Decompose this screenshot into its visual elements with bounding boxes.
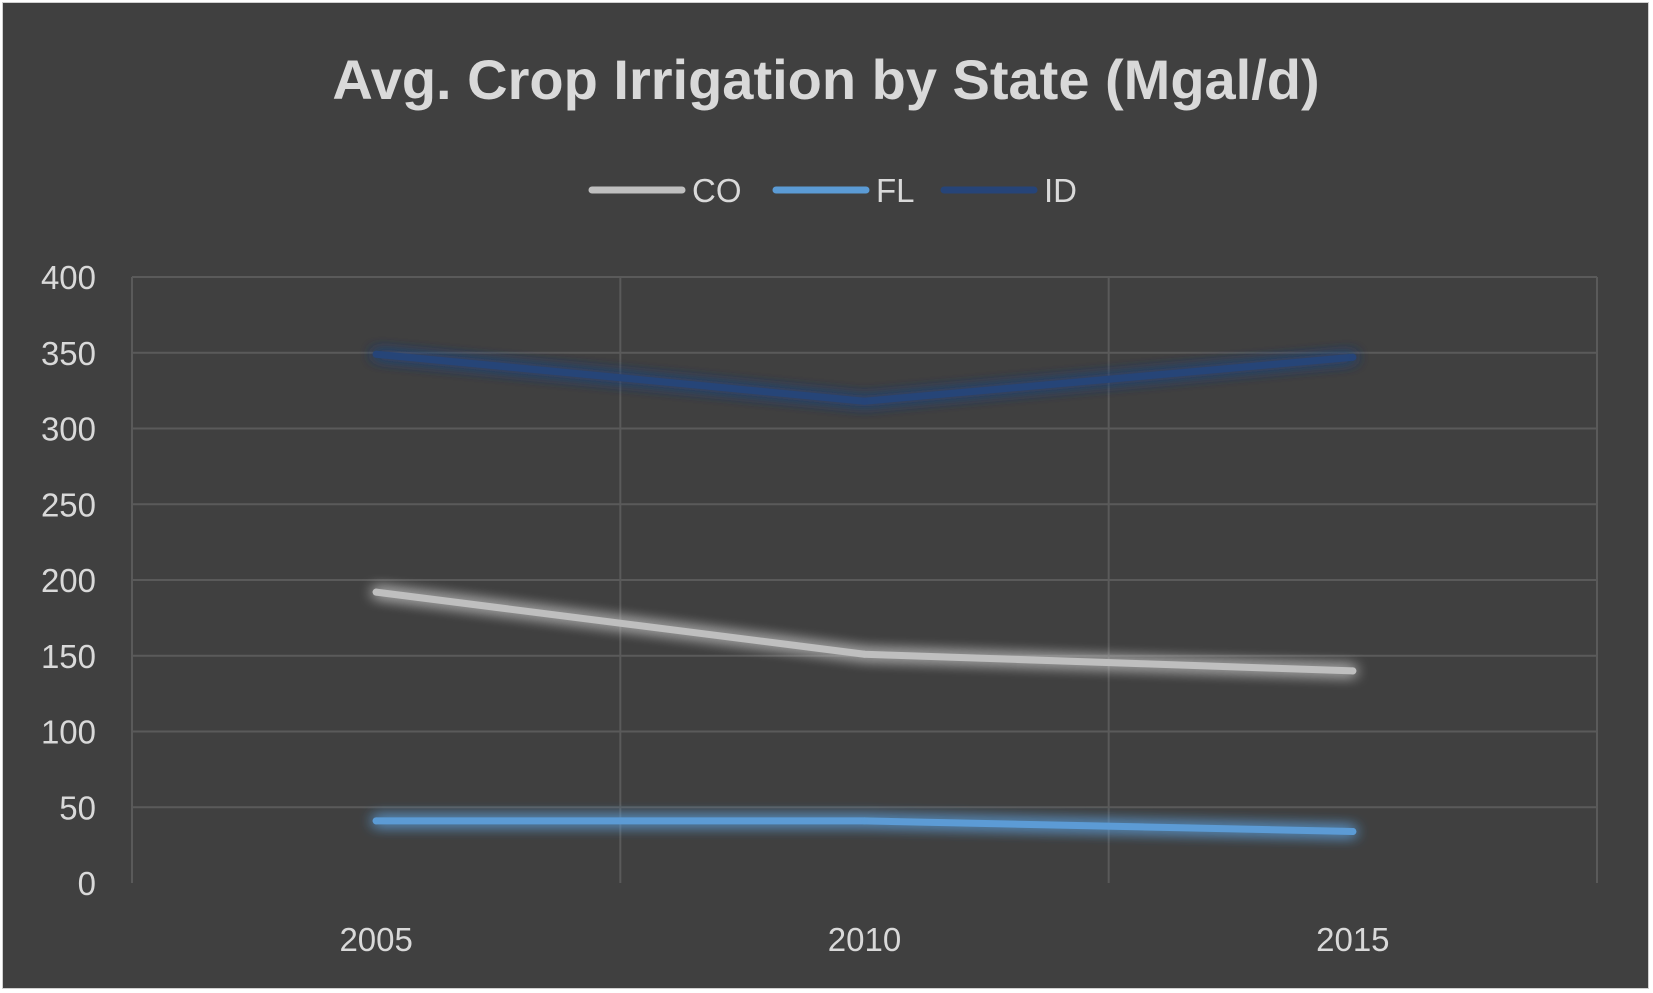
- legend-label-id: ID: [1044, 172, 1077, 209]
- y-tick-label: 300: [41, 411, 96, 448]
- y-tick-label: 200: [41, 562, 96, 599]
- legend-label-fl: FL: [876, 172, 915, 209]
- y-tick-label: 50: [59, 789, 96, 826]
- y-tick-label: 150: [41, 638, 96, 675]
- line-chart: Avg. Crop Irrigation by State (Mgal/d) C…: [41, 48, 1598, 958]
- legend: CO FL ID: [588, 172, 1077, 209]
- data-point-id: [861, 397, 868, 405]
- data-point-id: [372, 350, 380, 358]
- x-tick-label: 2005: [339, 921, 412, 958]
- data-point-fl: [1349, 827, 1357, 835]
- data-point-fl: [861, 817, 868, 825]
- data-point-fl: [372, 817, 380, 825]
- x-axis: 2005 2010 2015: [339, 921, 1389, 958]
- y-tick-label: 0: [78, 865, 96, 902]
- y-tick-label: 250: [41, 486, 96, 523]
- data-point-id: [1349, 353, 1357, 361]
- data-point-co: [1349, 667, 1357, 675]
- y-axis: 0 50 100 150 200 250 300 350 400: [41, 259, 96, 902]
- chart-title: Avg. Crop Irrigation by State (Mgal/d): [332, 48, 1319, 111]
- series-lines: [372, 350, 1357, 835]
- data-point-co: [861, 650, 868, 658]
- data-point-co: [372, 588, 380, 596]
- legend-label-co: CO: [692, 172, 742, 209]
- y-tick-label: 350: [41, 335, 96, 372]
- x-tick-label: 2010: [828, 921, 901, 958]
- y-tick-label: 400: [41, 259, 96, 296]
- gridlines: [131, 276, 1598, 883]
- series-line-id: [372, 350, 1357, 405]
- x-tick-label: 2015: [1316, 921, 1389, 958]
- series-line-co: [372, 588, 1357, 675]
- y-tick-label: 100: [41, 714, 96, 751]
